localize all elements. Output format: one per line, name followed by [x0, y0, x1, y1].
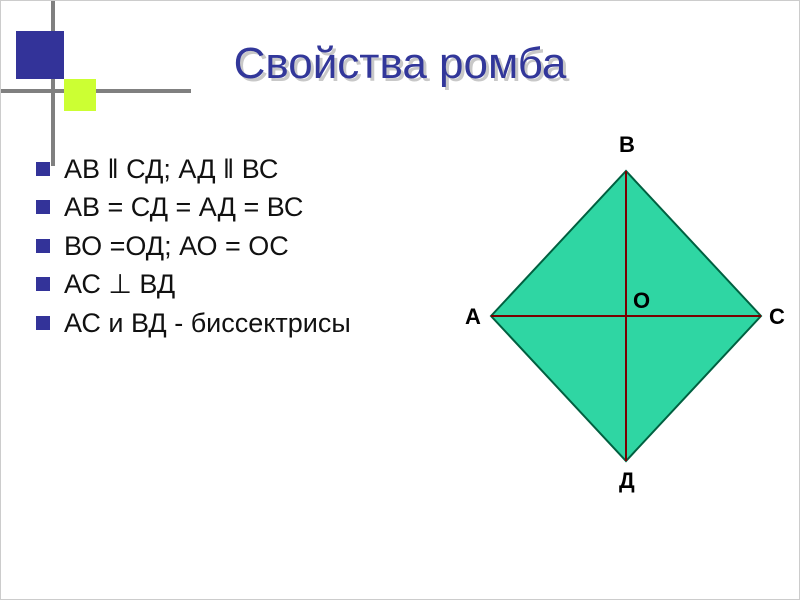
vertex-label-c: С [769, 304, 785, 330]
list-item-text: АВ ǁ СД; АД ǁ ВС [64, 151, 278, 187]
page-title: Свойства ромба Свойства ромба [1, 39, 799, 89]
bullet-icon [36, 239, 50, 253]
property-list: АВ ǁ СД; АД ǁ ВС АВ = СД = АД = ВС ВО =О… [36, 151, 466, 343]
list-item-text: АС ⊥ ВД [64, 266, 175, 302]
list-item: АС ⊥ ВД [36, 266, 466, 302]
list-item-text: АС и ВД - биссектрисы [64, 305, 351, 341]
bullet-icon [36, 162, 50, 176]
list-item-text: ВО =ОД; АО = ОС [64, 228, 289, 264]
vertex-label-a: А [465, 304, 481, 330]
bullet-icon [36, 200, 50, 214]
list-item-text: АВ = СД = АД = ВС [64, 189, 303, 225]
rhombus-svg [461, 116, 791, 496]
list-item: АВ = СД = АД = ВС [36, 189, 466, 225]
list-item: АВ ǁ СД; АД ǁ ВС [36, 151, 466, 187]
bullet-icon [36, 316, 50, 330]
slide: Свойства ромба Свойства ромба АВ ǁ СД; А… [0, 0, 800, 600]
vertex-label-o: О [633, 288, 650, 314]
list-item: ВО =ОД; АО = ОС [36, 228, 466, 264]
vertex-label-d: Д [619, 468, 635, 494]
bullet-icon [36, 277, 50, 291]
list-item: АС и ВД - биссектрисы [36, 305, 466, 341]
vertex-label-b: В [619, 132, 635, 158]
title-text: Свойства ромба [1, 39, 799, 89]
rhombus-diagram: А В С Д О [461, 116, 791, 496]
